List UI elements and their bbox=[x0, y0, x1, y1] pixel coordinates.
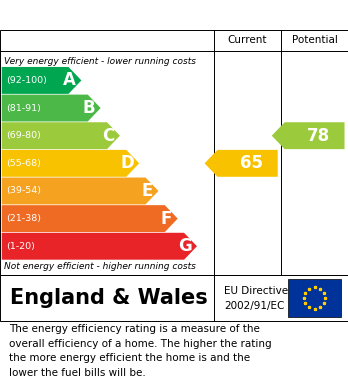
Text: Current: Current bbox=[228, 36, 267, 45]
Polygon shape bbox=[2, 178, 158, 204]
Text: 65: 65 bbox=[239, 154, 263, 172]
Text: 78: 78 bbox=[307, 127, 330, 145]
Bar bbox=[288, 279, 341, 317]
Polygon shape bbox=[205, 150, 278, 177]
Text: Potential: Potential bbox=[292, 36, 338, 45]
Text: (21-38): (21-38) bbox=[6, 214, 41, 223]
Text: E: E bbox=[141, 182, 152, 200]
Text: (92-100): (92-100) bbox=[6, 76, 47, 85]
Text: 2002/91/EC: 2002/91/EC bbox=[224, 301, 285, 311]
Text: EU Directive: EU Directive bbox=[224, 286, 288, 296]
Text: A: A bbox=[63, 72, 76, 90]
Polygon shape bbox=[2, 205, 178, 232]
Polygon shape bbox=[2, 67, 81, 94]
Text: (55-68): (55-68) bbox=[6, 159, 41, 168]
Text: (81-91): (81-91) bbox=[6, 104, 41, 113]
Text: D: D bbox=[121, 154, 134, 172]
Text: Very energy efficient - lower running costs: Very energy efficient - lower running co… bbox=[4, 57, 196, 66]
Text: (1-20): (1-20) bbox=[6, 242, 35, 251]
Polygon shape bbox=[2, 122, 120, 149]
Text: (69-80): (69-80) bbox=[6, 131, 41, 140]
Text: G: G bbox=[179, 237, 192, 255]
Polygon shape bbox=[272, 122, 345, 149]
Text: Not energy efficient - higher running costs: Not energy efficient - higher running co… bbox=[4, 262, 196, 271]
Text: Energy Efficiency Rating: Energy Efficiency Rating bbox=[9, 6, 238, 24]
Text: C: C bbox=[102, 127, 114, 145]
Text: The energy efficiency rating is a measure of the
overall efficiency of a home. T: The energy efficiency rating is a measur… bbox=[9, 325, 271, 378]
Text: England & Wales: England & Wales bbox=[10, 288, 208, 308]
Polygon shape bbox=[2, 233, 197, 260]
Text: F: F bbox=[160, 210, 172, 228]
Polygon shape bbox=[2, 150, 139, 177]
Polygon shape bbox=[2, 95, 101, 122]
Text: B: B bbox=[83, 99, 95, 117]
Text: (39-54): (39-54) bbox=[6, 187, 41, 196]
